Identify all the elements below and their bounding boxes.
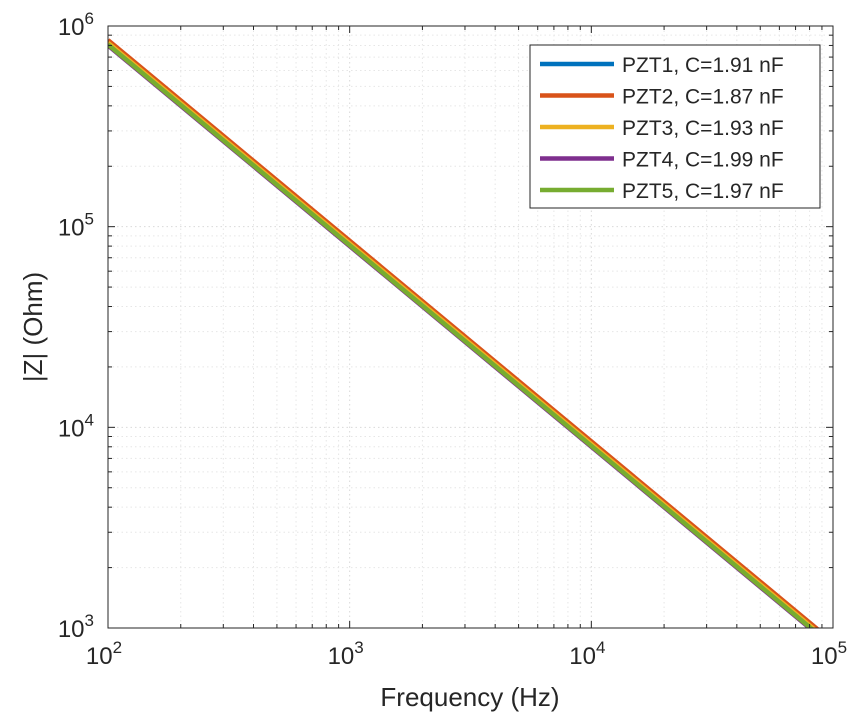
- legend-label-3: PZT3, C=1.93 nF: [622, 117, 784, 140]
- x-tick-label: 104: [569, 638, 605, 670]
- x-tick-label: 103: [328, 638, 364, 670]
- y-tick-label: 103: [58, 611, 94, 643]
- x-tick-label: 105: [811, 638, 847, 670]
- series-line-5: [108, 42, 815, 628]
- legend-label-2: PZT2, C=1.87 nF: [622, 86, 784, 109]
- legend-label-1: PZT1, C=1.91 nF: [622, 54, 784, 77]
- ticks: [107, 26, 833, 629]
- y-tick-label: 104: [58, 410, 94, 442]
- y-axis-label: |Z| (Ohm): [18, 272, 48, 382]
- x-axis-label: Frequency (Hz): [380, 682, 559, 712]
- axes-box: [107, 25, 834, 629]
- legend: PZT1, C=1.91 nF PZT2, C=1.87 nF PZT3, C=1.…: [529, 44, 821, 209]
- series-lines: [108, 38, 820, 628]
- x-tick-label: 102: [86, 638, 122, 670]
- y-tick-label: 106: [58, 9, 94, 41]
- x-tick-labels: 102 103 104 105: [86, 638, 847, 670]
- y-tick-label: 105: [58, 210, 94, 242]
- legend-label-4: PZT4, C=1.99 nF: [622, 149, 784, 172]
- legend-box: [529, 44, 821, 209]
- y-tick-labels: 103 104 105 106: [58, 9, 94, 643]
- legend-label-5: PZT5, C=1.97 nF: [622, 180, 784, 203]
